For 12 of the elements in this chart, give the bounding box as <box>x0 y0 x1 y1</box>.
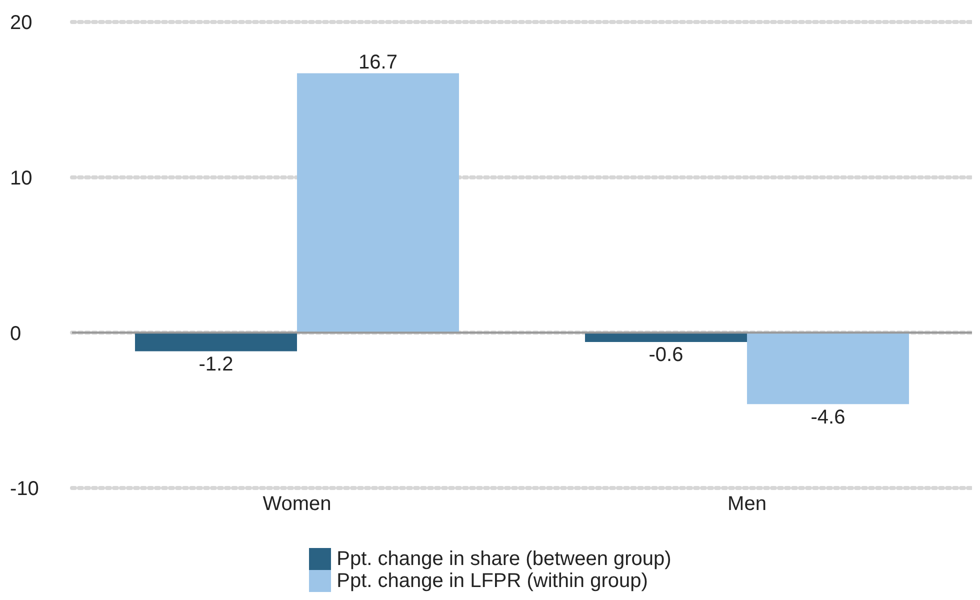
x-tick-label: Women <box>262 493 332 516</box>
y-tick-label: 0 <box>10 322 22 345</box>
y-tick-label: 20 <box>10 12 32 34</box>
data-label: 16.7 <box>358 51 398 74</box>
data-label: -4.6 <box>810 406 846 428</box>
legend-label: Ppt. change in LFPR (within group) <box>336 570 648 592</box>
y-tick-label: 10 <box>10 167 32 190</box>
x-tick-label: Men <box>728 493 766 516</box>
data-label: -1.2 <box>198 354 234 376</box>
y-tick-label: -10 <box>10 478 39 500</box>
data-label: -0.6 <box>648 344 684 366</box>
legend-label: Ppt. change in share (between group) <box>336 548 672 570</box>
